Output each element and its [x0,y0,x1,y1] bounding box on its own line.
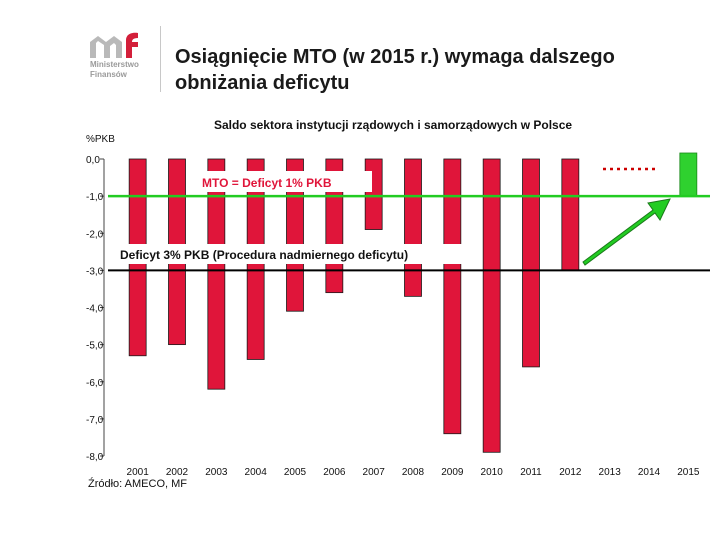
y-tick-label: -5,0 [86,341,104,352]
x-tick-label: 2015 [677,467,700,478]
header-divider [160,26,161,92]
x-tick-label: 2003 [205,467,228,478]
mf-logo-icon [90,32,138,58]
bar-2007 [364,158,383,230]
y-tick-label: -2,0 [86,229,104,240]
logo-text-ministerstwo: Ministerstwo [90,60,139,69]
bar-2009 [443,158,462,435]
bar-2008 [404,158,422,297]
deficit-label: Deficyt 3% PKB (Procedura nadmiernego de… [120,248,408,262]
ministry-logo: Ministerstwo Finansów [86,30,156,80]
deficit-label-box [116,244,462,264]
bar-2003 [207,158,226,390]
logo-text-finansow: Finansów [90,70,127,79]
y-tick-label: -4,0 [86,304,104,315]
mto-label: MTO = Deficyt 1% PKB [202,176,332,190]
x-tick-label: 2005 [284,467,307,478]
bar-2010 [482,158,501,453]
y-tick-label: -3,0 [86,266,104,277]
mto-label-box [196,171,372,192]
x-tick-label: 2010 [481,467,504,478]
x-tick-label: 2004 [245,467,268,478]
y-tick-label: -8,0 [86,452,104,463]
y-tick-label: -1,0 [86,192,104,203]
chart-title: Saldo sektora instytucji rządowych i sam… [214,118,572,132]
x-tick-label: 2001 [127,467,150,478]
y-tick-label: -6,0 [86,378,104,389]
bar-2011 [522,158,540,368]
source-note: Źródło: AMECO, MF [88,478,188,490]
x-tick-label: 2006 [323,467,346,478]
bar-2012 [561,158,580,271]
x-tick-label: 2013 [599,467,622,478]
x-tick-label: 2008 [402,467,425,478]
y-tick-label: 0,0 [86,155,100,166]
x-tick-label: 2014 [638,467,661,478]
y-axis-label: %PKB [86,134,115,145]
x-tick-label: 2007 [363,467,386,478]
slide-title: Osiągnięcie MTO (w 2015 r.) wymaga dalsz… [175,44,695,96]
x-tick-label: 2002 [166,467,189,478]
x-tick-label: 2012 [559,467,582,478]
y-tick-label: -7,0 [86,415,104,426]
slide-title-line2: obniżania deficytu [175,72,350,94]
x-tick-label: 2009 [441,467,464,478]
slide-title-line1: Osiągnięcie MTO (w 2015 r.) wymaga dalsz… [175,46,615,68]
bar-2015 [679,152,698,197]
trend-arrow-icon [582,198,671,266]
x-tick-label: 2011 [520,467,542,478]
